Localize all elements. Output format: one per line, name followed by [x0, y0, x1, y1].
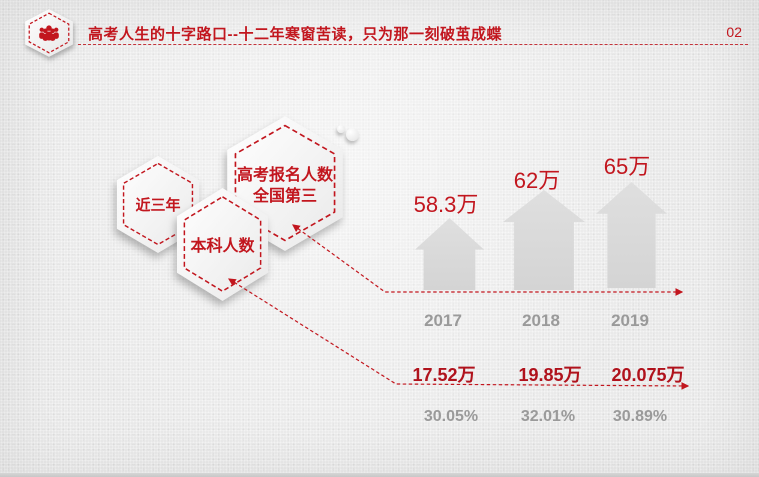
decorative-bubble-large: [346, 128, 359, 141]
percentage-2019: 30.89%: [612, 408, 668, 425]
bar-arrow-2019: [596, 182, 667, 288]
decorative-bubble-small: [337, 125, 345, 133]
header-badge-hexagon: [23, 8, 75, 58]
undergrad-value-2018: 19.85万: [518, 365, 582, 385]
hexagon-label-gaokao-line1: 高考报名人数: [236, 167, 333, 184]
gaokao-value-2018: 62万: [513, 168, 561, 193]
page-number: 02: [726, 24, 742, 40]
hexagon-undergrad-count: 本科人数: [176, 187, 269, 301]
hexagon-label-gaokao: 高考报名人数 全国第三: [226, 118, 344, 254]
bar-arrow-2017: [415, 218, 484, 290]
percentage-2018: 32.01%: [520, 408, 576, 425]
percentage-2017: 30.05%: [423, 408, 479, 425]
undergrad-value-2019: 20.075万: [611, 365, 685, 385]
header-dashed-divider: [78, 44, 748, 45]
bar-arrow-2018: [503, 190, 585, 290]
year-label-2019: 2019: [611, 311, 649, 330]
year-label-2018: 2018: [522, 311, 560, 330]
gaokao-value-2019: 65万: [603, 154, 651, 179]
hexagon-label-recent-years: 近三年: [135, 196, 181, 214]
slide-title: 高考人生的十字路口--十二年寒窗苦读，只为那一刻破茧成蝶: [88, 26, 502, 43]
people-group-icon: [39, 25, 59, 41]
hexagon-label-undergrad: 本科人数: [190, 238, 255, 255]
undergrad-value-2017: 17.52万: [412, 365, 476, 385]
hexagon-shape: [176, 187, 269, 301]
slide-bottom-edge: [0, 473, 759, 477]
year-label-2017: 2017: [424, 311, 462, 330]
gaokao-value-2017: 58.3万: [413, 192, 479, 217]
hexagon-label-gaokao-line2: 全国第三: [252, 188, 317, 205]
